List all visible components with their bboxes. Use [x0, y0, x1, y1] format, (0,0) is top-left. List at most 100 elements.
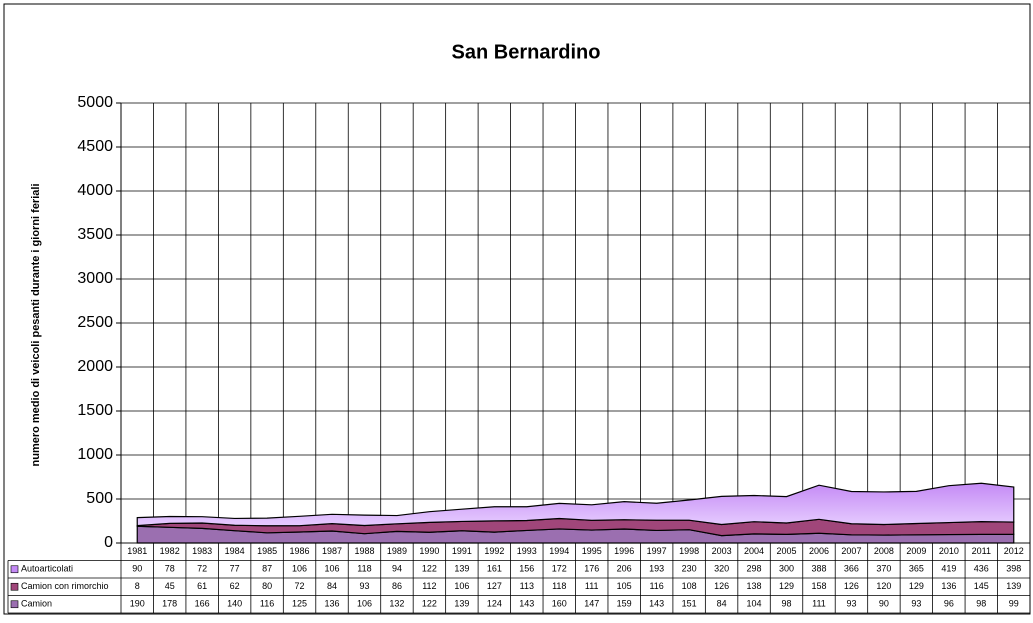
table-value: 126 — [714, 581, 729, 591]
table-value: 145 — [974, 581, 989, 591]
x-tick-label: 1995 — [582, 546, 602, 556]
legend-swatch — [10, 565, 19, 574]
y-tick-label: 4000 — [77, 182, 113, 199]
x-tick-label: 2006 — [809, 546, 829, 556]
table-value: 104 — [747, 599, 762, 609]
table-value: 206 — [617, 564, 632, 574]
table-value: 106 — [325, 564, 340, 574]
y-tick-label: 2000 — [77, 358, 113, 375]
table-value: 118 — [357, 564, 371, 574]
x-tick-label: 1993 — [517, 546, 537, 556]
table-value: 139 — [454, 599, 469, 609]
table-value: 127 — [487, 581, 502, 591]
table-value: 124 — [487, 599, 502, 609]
x-tick-label: 1992 — [484, 546, 504, 556]
table-value: 320 — [714, 564, 729, 574]
x-tick-label: 1982 — [160, 546, 180, 556]
table-value: 80 — [262, 581, 272, 591]
table-value: 161 — [487, 564, 502, 574]
table-value: 111 — [585, 581, 599, 591]
table-value: 160 — [552, 599, 567, 609]
table-value: 72 — [295, 581, 305, 591]
table-value: 139 — [454, 564, 469, 574]
y-tick-label: 1500 — [77, 402, 113, 419]
table-value: 419 — [941, 564, 956, 574]
table-value: 98 — [976, 599, 986, 609]
x-tick-label: 1984 — [225, 546, 245, 556]
table-value: 77 — [230, 564, 240, 574]
table-value: 122 — [422, 564, 437, 574]
legend-swatch — [10, 600, 19, 609]
table-value: 365 — [909, 564, 924, 574]
table-value: 143 — [519, 599, 534, 609]
table-value: 84 — [717, 599, 727, 609]
table-value: 129 — [779, 581, 794, 591]
table-value: 98 — [782, 599, 792, 609]
table-value: 90 — [879, 599, 889, 609]
table-value: 72 — [197, 564, 207, 574]
x-tick-label: 1987 — [322, 546, 342, 556]
table-value: 61 — [197, 581, 207, 591]
table-value: 178 — [162, 599, 177, 609]
y-tick-label: 2500 — [77, 314, 113, 331]
x-tick-label: 1986 — [290, 546, 310, 556]
table-value: 96 — [944, 599, 954, 609]
table-value: 176 — [584, 564, 599, 574]
table-value: 45 — [165, 581, 175, 591]
table-value: 90 — [132, 564, 142, 574]
table-value: 156 — [519, 564, 534, 574]
chart-title: San Bernardino — [452, 41, 601, 63]
table-value: 112 — [422, 581, 436, 591]
table-value: 151 — [682, 599, 697, 609]
table-value: 166 — [195, 599, 210, 609]
table-value: 99 — [1009, 599, 1019, 609]
table-value: 125 — [292, 599, 307, 609]
table-value: 147 — [584, 599, 599, 609]
table-value: 8 — [135, 581, 140, 591]
x-tick-label: 2009 — [906, 546, 926, 556]
table-value: 193 — [649, 564, 664, 574]
x-tick-label: 1998 — [679, 546, 699, 556]
x-tick-label: 1994 — [549, 546, 569, 556]
table-value: 158 — [811, 581, 826, 591]
x-tick-label: 2008 — [874, 546, 894, 556]
table-value: 136 — [941, 581, 956, 591]
table-value: 93 — [359, 581, 369, 591]
x-tick-label: 2005 — [777, 546, 797, 556]
table-value: 116 — [260, 599, 274, 609]
table-value: 300 — [779, 564, 794, 574]
table-value: 159 — [617, 599, 632, 609]
legend-label: Autoarticolati — [21, 564, 73, 574]
table-value: 108 — [682, 581, 697, 591]
area — [136, 482, 1015, 527]
x-tick-label: 2010 — [939, 546, 959, 556]
x-tick-label: 1997 — [647, 546, 667, 556]
table-value: 113 — [520, 581, 534, 591]
legend-label: Camion — [21, 599, 52, 609]
y-tick-label: 4500 — [77, 138, 113, 155]
x-tick-label: 1996 — [614, 546, 634, 556]
x-tick-label: 1988 — [354, 546, 374, 556]
table-value: 120 — [876, 581, 891, 591]
x-tick-label: 1990 — [419, 546, 439, 556]
x-tick-label: 2004 — [744, 546, 764, 556]
table-value: 190 — [130, 599, 145, 609]
table-value: 126 — [844, 581, 859, 591]
table-value: 122 — [422, 599, 437, 609]
x-tick-label: 1991 — [452, 546, 472, 556]
x-tick-label: 1989 — [387, 546, 407, 556]
table-value: 84 — [327, 581, 337, 591]
table-value: 143 — [649, 599, 664, 609]
table-value: 140 — [227, 599, 242, 609]
table-value: 116 — [649, 581, 663, 591]
table-value: 398 — [1006, 564, 1021, 574]
table-value: 172 — [552, 564, 567, 574]
y-tick-label: 1000 — [77, 446, 113, 463]
x-tick-label: 1985 — [257, 546, 277, 556]
table-value: 78 — [165, 564, 175, 574]
table-value: 111 — [812, 599, 826, 609]
table-value: 298 — [747, 564, 762, 574]
table-value: 93 — [911, 599, 921, 609]
y-tick-label: 5000 — [77, 94, 113, 111]
table-value: 118 — [552, 581, 566, 591]
